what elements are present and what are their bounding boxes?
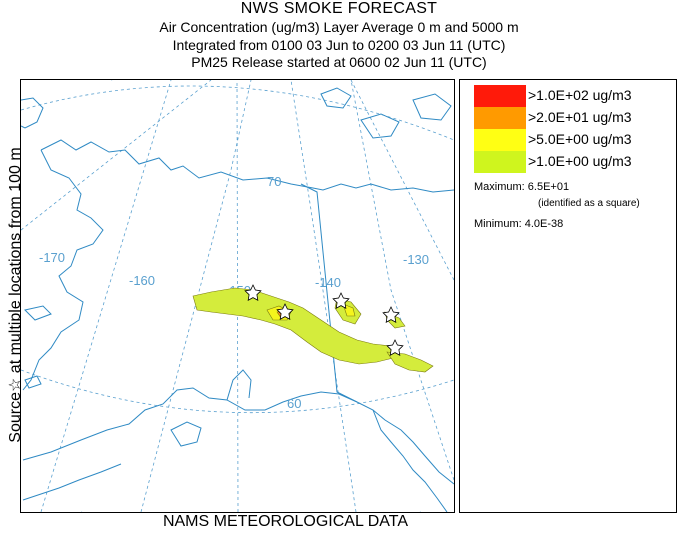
- canada-islands: [412, 93, 452, 121]
- alaska-coast: [40, 139, 454, 193]
- source-star-icon: [244, 284, 262, 301]
- meridian-line: [290, 80, 357, 512]
- plume-outer: [192, 287, 394, 365]
- longitude-label: -160: [129, 273, 155, 288]
- canada-islands: [360, 113, 400, 139]
- legend-panel: >1.0E+02 ug/m3 >2.0E+01 ug/m3 >5.0E+00 u…: [459, 79, 677, 513]
- latitude-line-70: [21, 85, 454, 141]
- source-star-icon: [386, 339, 404, 356]
- smoke-plume: [192, 287, 434, 373]
- forecast-title: NWS SMOKE FORECAST: [240, 0, 438, 17]
- longitude-label: -170: [39, 250, 65, 265]
- alaska-south-coast: [22, 387, 454, 485]
- legend-swatch: [474, 129, 526, 151]
- maximum-value: Maximum: 6.5E+01: [474, 181, 570, 193]
- latitude-label: 70: [267, 174, 281, 189]
- release-start: PM25 Release started at 0600 02 Jun 11 (…: [191, 54, 487, 70]
- legend-swatch: [474, 85, 526, 107]
- source-markers: [244, 284, 404, 356]
- russia-coast: [21, 97, 44, 129]
- legend-label: >1.0E+00 ug/m3: [528, 153, 632, 169]
- kodiak-coast: [170, 421, 202, 447]
- plume-outer: [386, 351, 434, 373]
- legend-label: >1.0E+02 ug/m3: [528, 87, 632, 103]
- source-star-icon: [276, 303, 294, 320]
- nunivak-island: [24, 375, 42, 389]
- meridian-line: [40, 80, 172, 512]
- integration-period: Integrated from 0100 03 Jun to 0200 03 J…: [172, 37, 506, 53]
- meridian-line: [350, 80, 454, 481]
- maximum-note: (identified as a square): [538, 198, 640, 209]
- map-panel[interactable]: -170 -160 -150 -140 -130 70 60: [20, 79, 455, 513]
- coastline: [21, 87, 454, 512]
- aleutian-chain: [22, 463, 122, 501]
- smoke-map[interactable]: -170 -160 -150 -140 -130 70 60: [21, 80, 454, 512]
- source-star-icon: [332, 292, 350, 309]
- meridian-line: [21, 80, 212, 231]
- legend-label: >2.0E+01 ug/m3: [528, 109, 632, 125]
- meteorological-data-label: NAMS METEOROLOGICAL DATA: [162, 513, 409, 530]
- st-lawrence-island: [24, 305, 52, 321]
- legend-swatch: [474, 107, 526, 129]
- source-star-icon: [382, 306, 400, 323]
- latitude-label: 60: [287, 396, 301, 411]
- alaska-west-coast: [22, 149, 104, 391]
- concentration-description: Air Concentration (ug/m3) Layer Average …: [159, 19, 519, 35]
- legend-swatch: [474, 151, 526, 173]
- us-canada-border: [300, 183, 358, 403]
- cook-inlet: [226, 369, 252, 401]
- latitude-line-60: [21, 369, 454, 414]
- legend-label: >5.0E+00 ug/m3: [528, 131, 632, 147]
- longitude-label: -140: [315, 275, 341, 290]
- meridian-line: [140, 80, 252, 512]
- meridian-line: [350, 80, 454, 281]
- longitude-label: -130: [403, 252, 429, 267]
- panhandle: [372, 409, 448, 512]
- canada-islands: [320, 87, 352, 109]
- minimum-value: Minimum: 4.0E-38: [474, 218, 564, 230]
